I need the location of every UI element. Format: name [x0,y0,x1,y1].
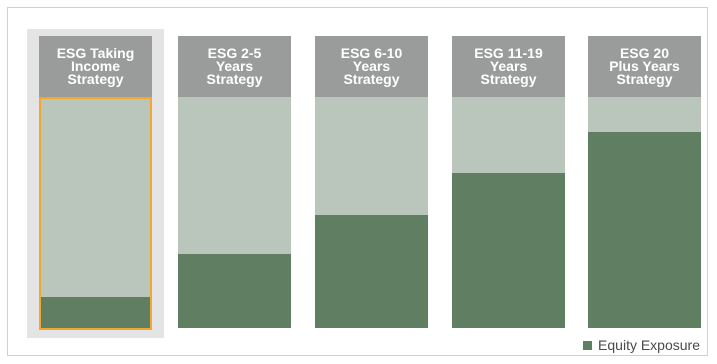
column-header-label: ESG 11-19 Years Strategy [474,45,543,87]
column-header-label: ESG 2-5 Years Strategy [206,45,263,87]
bar-equity-exposure [452,173,565,328]
bar-area [588,97,701,328]
column-header: ESG Taking Income Strategy [39,36,152,97]
column-header-label: ESG 20 Plus Years Strategy [609,45,680,87]
column-header-label: ESG Taking Income Strategy [56,45,135,87]
bar-remainder [39,97,152,330]
bar-equity-exposure [178,254,291,328]
bar-area [178,97,291,328]
bar-area [315,97,428,328]
column-header: ESG 11-19 Years Strategy [452,36,565,97]
legend-swatch [583,340,593,350]
column-header-label: ESG 6-10 Years Strategy [340,45,403,87]
bar-equity-exposure [39,297,152,330]
column-header: ESG 2-5 Years Strategy [178,36,291,97]
column-header: ESG 6-10 Years Strategy [315,36,428,97]
legend-label: Equity Exposure [598,337,700,353]
bar-area [452,97,565,328]
bar-equity-exposure [588,132,701,328]
legend: Equity Exposure [583,337,700,353]
bar-area [39,97,152,330]
bar-equity-exposure [315,215,428,328]
column-header: ESG 20 Plus Years Strategy [588,36,701,97]
